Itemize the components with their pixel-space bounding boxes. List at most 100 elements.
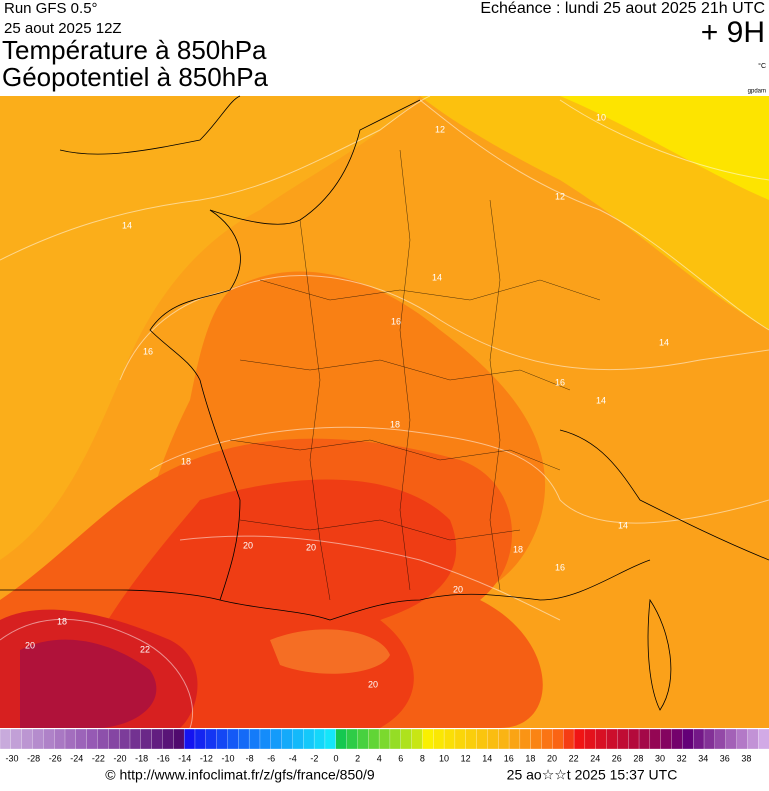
legend-swatch	[75, 728, 88, 750]
legend-label: 36	[720, 753, 730, 763]
legend-swatch	[725, 728, 737, 750]
contour-label: 20	[243, 540, 253, 550]
contour-label: 16	[143, 346, 153, 356]
contour-label: 14	[659, 337, 669, 347]
legend-swatch	[703, 728, 716, 750]
legend-label: -26	[49, 753, 62, 763]
legend-swatch	[129, 728, 142, 750]
legend-swatch	[313, 728, 326, 750]
legend-swatch	[411, 728, 423, 750]
coastlines	[0, 95, 769, 711]
legend-swatch	[357, 728, 369, 750]
legend-swatch	[476, 728, 488, 750]
map: 12 10 12 14 14 16 16 14 16 14 18 18 14 20 20 18 16 20 18 20…	[0, 95, 769, 728]
timestamp: 25 ao☆☆t 2025 15:37 UTC	[507, 767, 678, 783]
source-url: © http://www.infoclimat.fr/z/gfs/france/…	[105, 767, 375, 783]
contour-label: 14	[122, 220, 132, 230]
legend-swatch	[259, 728, 272, 750]
unit: °C	[758, 62, 766, 70]
departments	[229, 149, 601, 601]
legend-swatch	[118, 728, 131, 750]
legend-swatch	[162, 728, 174, 750]
contour-label: 10	[596, 112, 606, 122]
legend-swatch	[368, 728, 380, 750]
legend-label: 20	[547, 753, 557, 763]
legend-label: 16	[504, 753, 514, 763]
contour-label: 14	[432, 272, 442, 282]
legend-swatch	[151, 728, 163, 750]
legend-swatch	[552, 728, 564, 750]
contour-label: 14	[618, 520, 628, 530]
legend-label: 12	[461, 753, 471, 763]
legend-label: 0	[333, 753, 338, 763]
contour-label: 18	[390, 419, 400, 429]
contour-labels: 12 10 12 14 14 16 16 14 16 14 18 18 14 20 20 18 16 20 18 20…	[25, 112, 669, 689]
run-date: 25 aout 2025 12Z	[4, 20, 122, 37]
legend-swatch	[324, 728, 337, 750]
legend-label: 32	[677, 753, 687, 763]
legend-swatch	[248, 728, 261, 750]
legend-label: 10	[439, 753, 449, 763]
contour-label: 20	[25, 640, 35, 650]
legend-swatch	[595, 728, 607, 750]
legend-label: 22	[569, 753, 579, 763]
legend-swatch	[530, 728, 542, 750]
legend-label: -14	[178, 753, 191, 763]
legend-swatch	[660, 728, 672, 750]
legend-label: 28	[633, 753, 643, 763]
contour-label: 14	[596, 395, 606, 405]
field-yellow	[560, 96, 769, 200]
contour-label: 12	[435, 124, 445, 134]
field-west	[0, 96, 420, 560]
legend-swatch	[227, 728, 239, 750]
legend-swatch	[433, 728, 445, 750]
legend-label: -28	[27, 753, 40, 763]
legend-swatch	[108, 728, 120, 750]
legend-swatch	[10, 728, 23, 750]
contour-label: 22	[140, 644, 150, 654]
legend-swatch	[671, 728, 683, 750]
legend-swatch	[216, 728, 228, 750]
legend-swatch	[714, 728, 727, 750]
legend-swatch	[519, 728, 532, 750]
legend-swatch	[292, 728, 304, 750]
legend-swatch	[54, 728, 66, 750]
legend-swatch	[508, 728, 521, 750]
title-geopotential: Géopotentiel à 850hPa	[2, 62, 269, 92]
legend-swatch	[443, 728, 456, 750]
legend-swatch	[173, 728, 185, 750]
legend-label: 18	[525, 753, 535, 763]
color-legend: -30 -28 -26 -24 -22 -20 -18 -16 -14 -12 -10 -8 -6 -4-…	[0, 728, 769, 763]
legend-swatch	[303, 728, 315, 750]
contour-label: 20	[306, 542, 316, 552]
legend-label: -16	[157, 753, 170, 763]
legend-label: 24	[590, 753, 600, 763]
contour-label: 18	[513, 544, 523, 554]
legend-swatch	[628, 728, 640, 750]
legend-swatch	[140, 728, 153, 750]
legend-label: -2	[310, 753, 318, 763]
legend-label: -22	[92, 753, 105, 763]
credit: gpdam	[748, 89, 766, 95]
legend-label: -18	[135, 753, 148, 763]
legend-swatch	[0, 728, 12, 750]
legend-swatch	[194, 728, 207, 750]
legend-swatch	[736, 728, 748, 750]
field-pyrenees	[270, 629, 390, 674]
legend-swatch	[573, 728, 586, 750]
legend-swatch	[649, 728, 662, 750]
echeance: Echéance : lundi 25 aout 2025 21h UTC	[480, 0, 765, 17]
legend-swatch	[205, 728, 218, 750]
legend-swatch	[97, 728, 109, 750]
legend-swatch	[238, 728, 250, 750]
legend-label: -8	[246, 753, 254, 763]
legend-swatch	[270, 728, 283, 750]
legend-swatch	[541, 728, 553, 750]
legend-swatch	[498, 728, 510, 750]
contour-label: 20	[368, 679, 378, 689]
legend-swatch	[43, 728, 55, 750]
legend-label: -6	[267, 753, 275, 763]
legend-label: -24	[70, 753, 83, 763]
legend-swatch	[378, 728, 391, 750]
contour-label: 12	[555, 191, 565, 201]
